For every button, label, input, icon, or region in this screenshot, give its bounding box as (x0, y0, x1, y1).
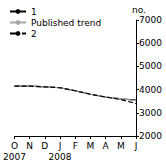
svg-text:Published trend: Published trend (31, 18, 101, 28)
svg-text:1: 1 (31, 7, 37, 17)
svg-text:J: J (58, 141, 62, 151)
svg-text:7000: 7000 (139, 15, 162, 25)
svg-text:F: F (73, 141, 78, 151)
svg-text:no.: no. (132, 5, 146, 15)
svg-text:D: D (41, 141, 48, 151)
svg-text:N: N (26, 141, 33, 151)
svg-text:M: M (87, 141, 95, 151)
svg-text:J: J (134, 141, 138, 151)
svg-text:2008: 2008 (49, 152, 72, 162)
svg-text:O: O (11, 141, 18, 151)
svg-text:4000: 4000 (139, 85, 162, 95)
svg-text:A: A (103, 141, 110, 151)
svg-text:5000: 5000 (139, 61, 162, 71)
svg-text:2007: 2007 (3, 152, 26, 162)
svg-text:6000: 6000 (139, 38, 162, 48)
svg-text:M: M (117, 141, 125, 151)
svg-text:3000: 3000 (139, 108, 162, 118)
svg-text:2: 2 (31, 29, 37, 39)
svg-text:2000: 2000 (139, 131, 162, 141)
